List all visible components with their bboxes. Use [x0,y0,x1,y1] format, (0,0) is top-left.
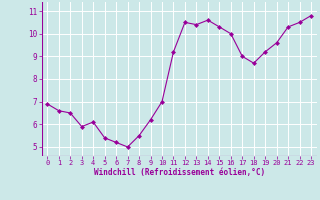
X-axis label: Windchill (Refroidissement éolien,°C): Windchill (Refroidissement éolien,°C) [94,168,265,177]
